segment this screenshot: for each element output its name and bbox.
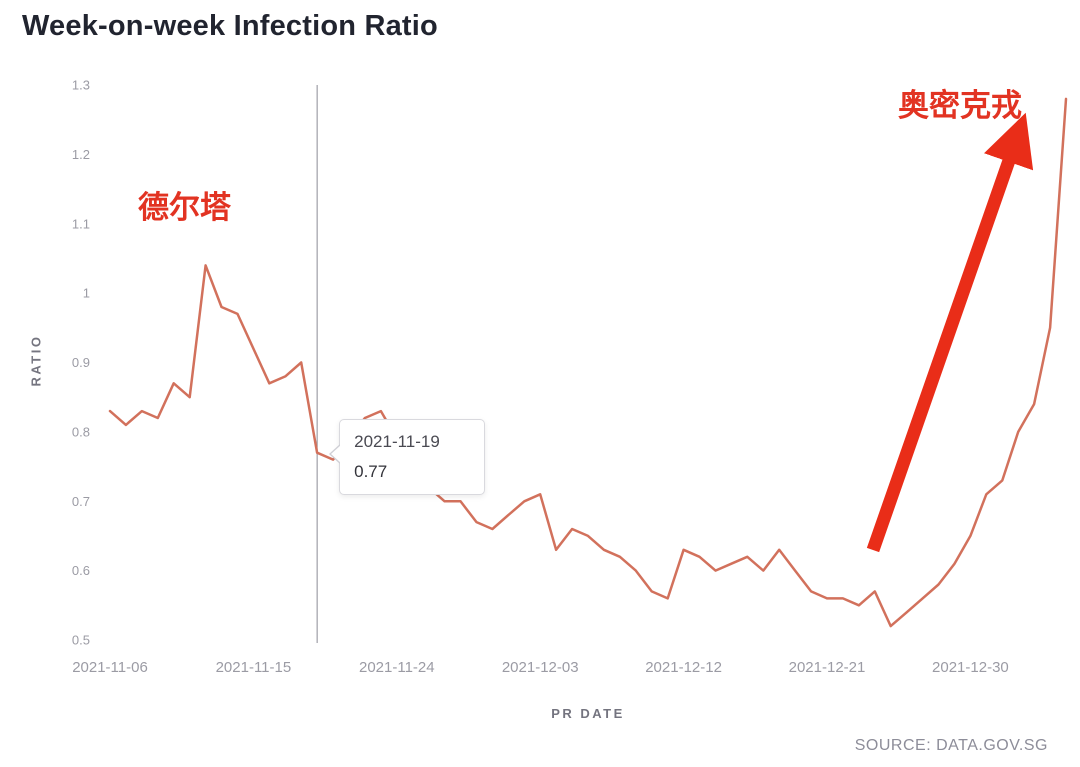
source-credit: SOURCE: DATA.GOV.SG — [854, 737, 1048, 754]
x-tick-label: 2021-12-12 — [645, 659, 722, 676]
trend-arrow-annotation — [866, 112, 1034, 553]
x-tick-label: 2021-12-30 — [932, 659, 1009, 676]
y-tick-label: 1 — [83, 286, 90, 301]
x-tick-label: 2021-11-15 — [216, 659, 292, 676]
x-axis-ticks: 2021-11-06 2021-11-15 2021-11-24 2021-12-03… — [72, 659, 1009, 676]
y-tick-label: 1.3 — [72, 78, 90, 93]
y-tick-label: 0.9 — [72, 355, 90, 370]
y-axis-title: RATIO — [28, 334, 44, 387]
tooltip-value: 0.77 — [354, 461, 388, 481]
x-tick-label: 2021-11-06 — [72, 659, 148, 676]
y-tick-label: 1.1 — [72, 216, 90, 231]
y-tick-label: 1.2 — [72, 147, 90, 162]
x-tick-label: 2021-12-21 — [789, 659, 866, 676]
page-title: Week-on-week Infection Ratio — [22, 10, 438, 42]
annotation-delta: 德尔塔 — [138, 190, 231, 225]
series-line — [108, 97, 1068, 628]
y-axis-ticks: 0.5 0.6 0.7 0.8 0.9 1 1.1 1.2 1.3 — [72, 78, 90, 648]
y-tick-label: 0.6 — [72, 563, 90, 578]
x-axis-title: PR DATE — [551, 706, 625, 721]
y-tick-label: 0.5 — [72, 633, 90, 648]
annotation-omicron: 奥密克戎 — [898, 88, 1022, 123]
tooltip: 2021-11-19 0.77 — [329, 418, 486, 495]
tooltip-date: 2021-11-19 — [354, 431, 440, 451]
x-tick-label: 2021-11-24 — [359, 659, 435, 676]
x-tick-label: 2021-12-03 — [502, 659, 579, 676]
y-tick-label: 0.8 — [72, 424, 90, 439]
y-tick-label: 0.7 — [72, 494, 90, 509]
